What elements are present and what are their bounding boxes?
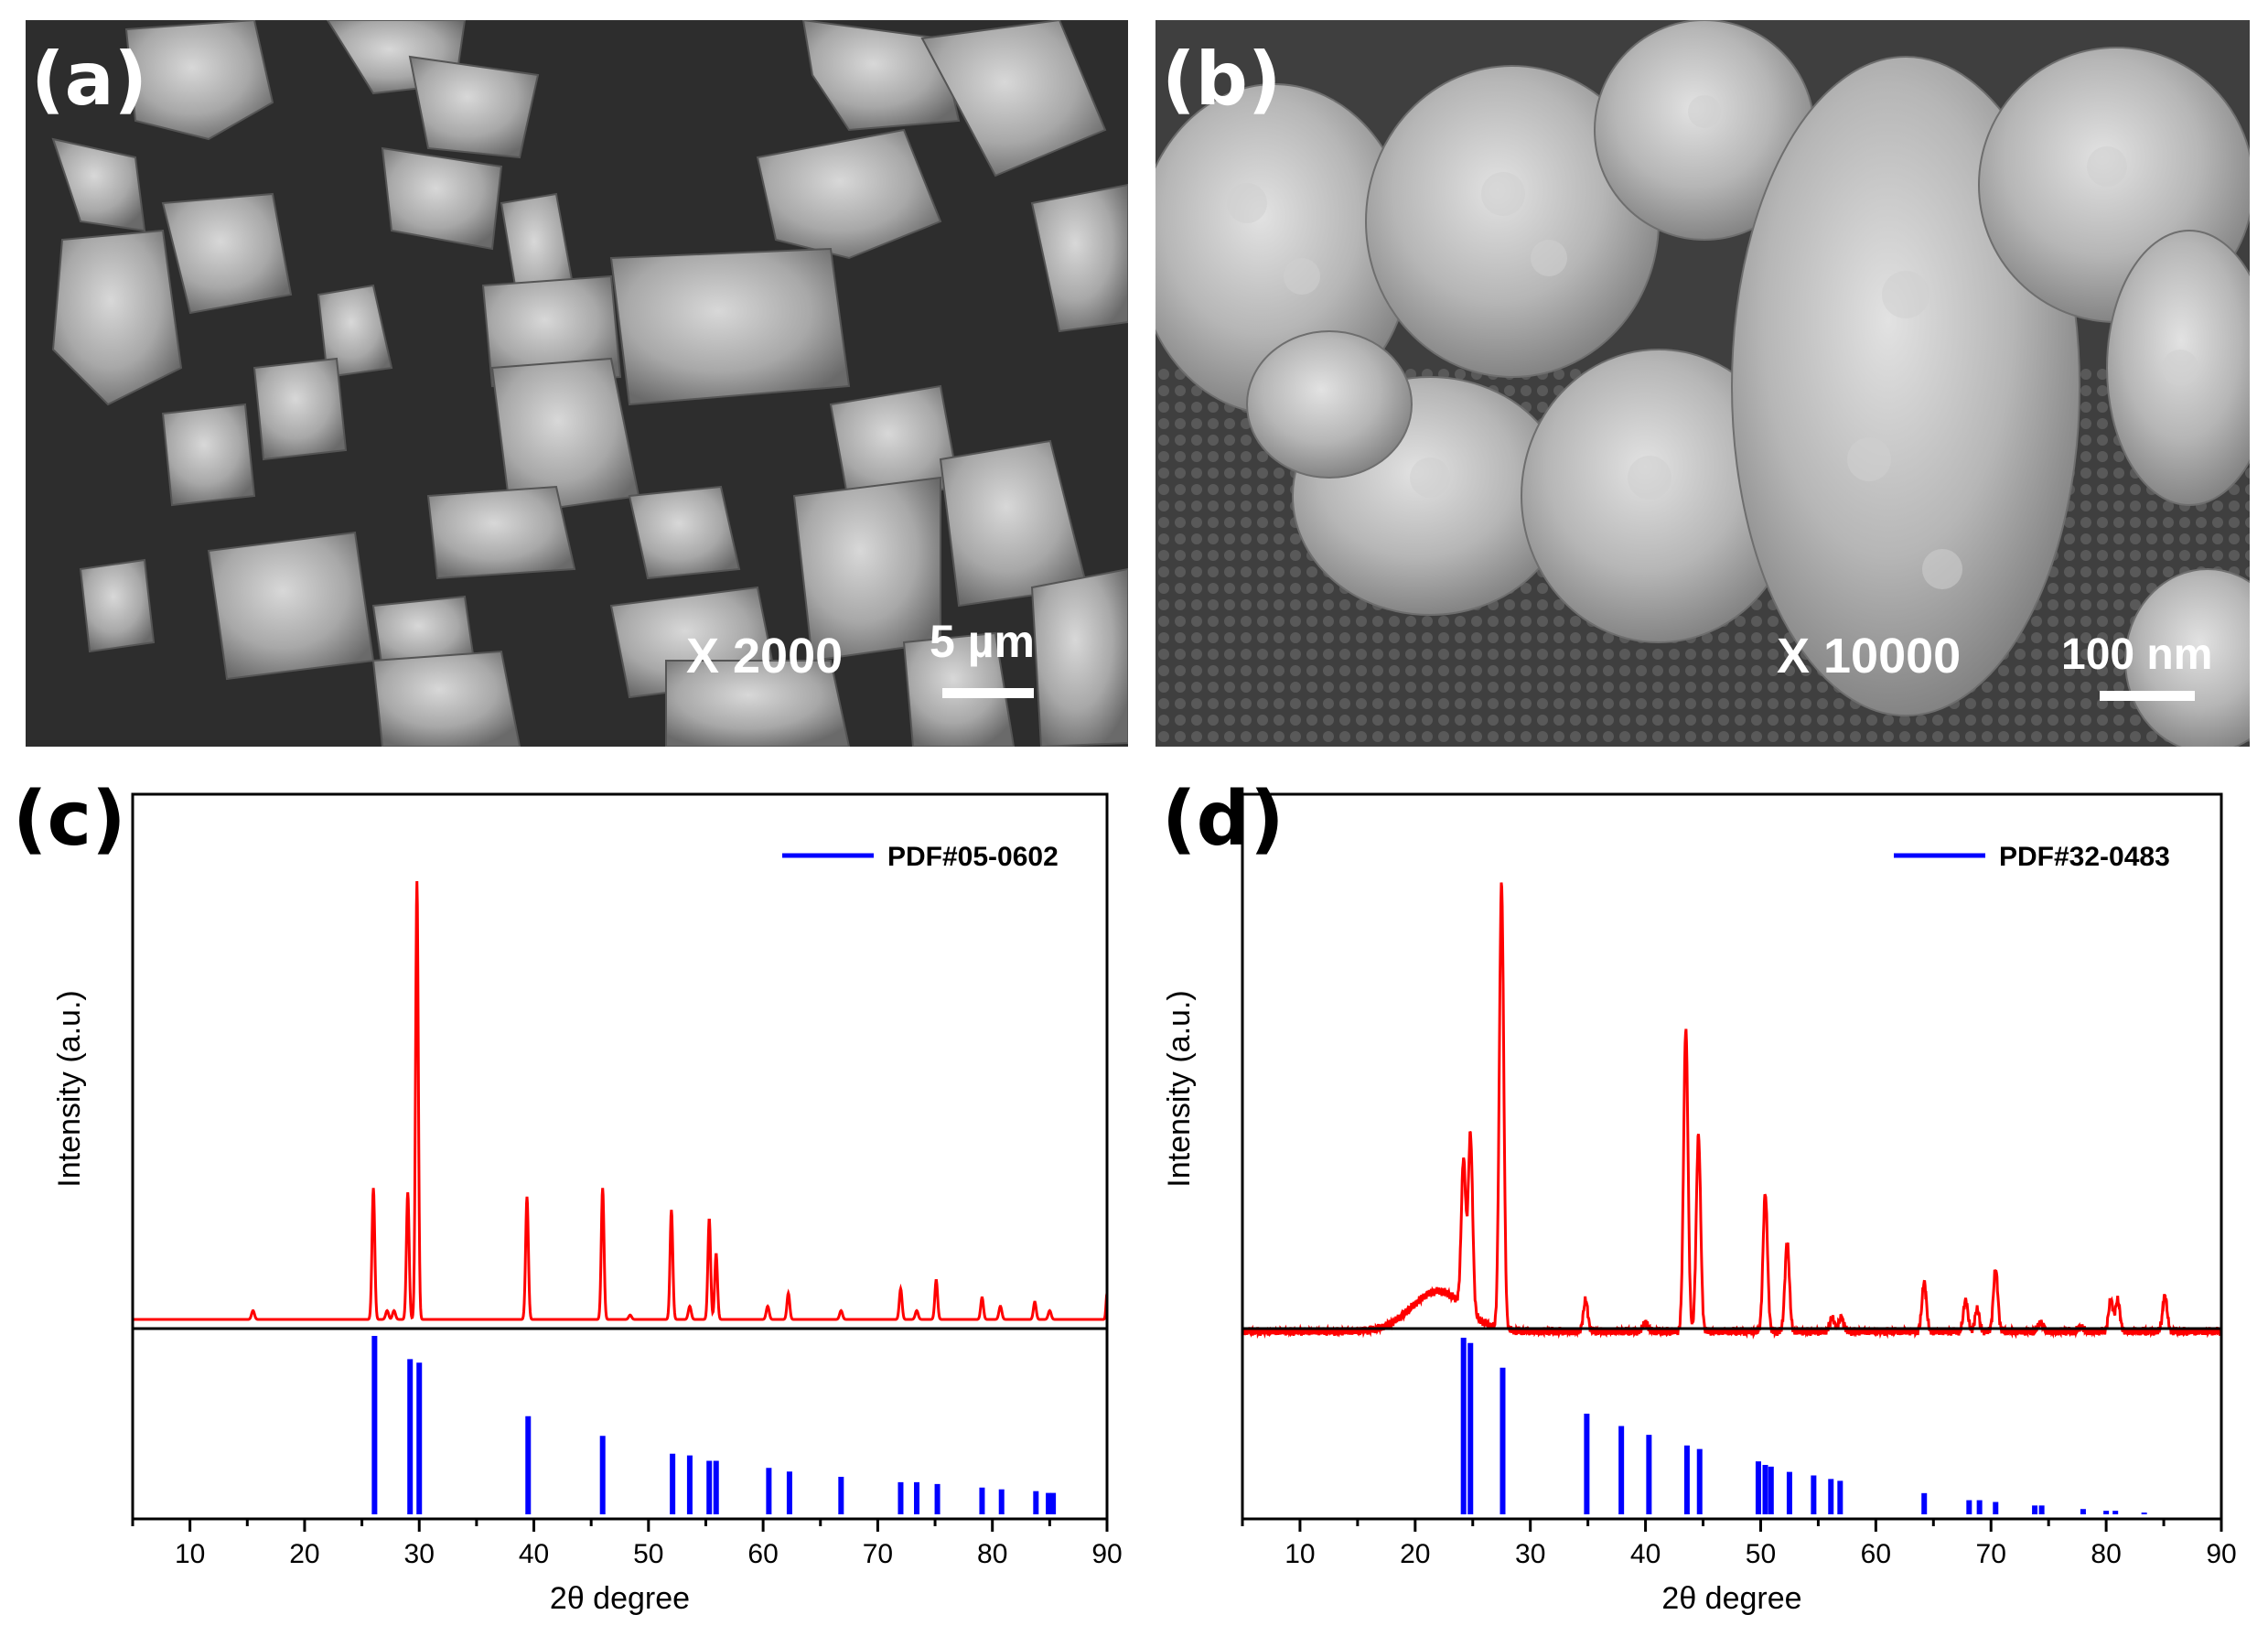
scale-bar-b — [2100, 691, 2195, 701]
x-axis-label: 2θ degree — [550, 1581, 690, 1616]
x-tick-label: 90 — [2206, 1539, 2236, 1569]
legend-label: PDF#32-0483 — [1999, 842, 2170, 872]
sem-image-b — [1155, 20, 2250, 747]
scale-bar-a — [942, 688, 1034, 698]
x-tick-label: 20 — [289, 1539, 319, 1569]
x-tick-label: 20 — [1400, 1539, 1430, 1569]
x-tick-label: 90 — [1091, 1539, 1122, 1569]
xrd-chart-c: 10 20 30 40 50 60 70 80 90 2θ degree Intensity (a.… — [52, 792, 1123, 1616]
xrd-pattern-line-d — [1241, 882, 2222, 1340]
scale-bar-label-a: 5 µm — [930, 616, 1035, 667]
xrd-chart-d: 10 20 30 40 50 60 70 80 90 2θ degree Intensity (a.… — [1162, 792, 2237, 1616]
panel-label-c: (c) — [13, 776, 126, 863]
panel-label-d: (d) — [1162, 776, 1284, 863]
panel-label-b: (b) — [1162, 37, 1282, 122]
panel-label-a: (a) — [31, 37, 148, 122]
y-axis-label: Intensity (a.u.) — [1162, 990, 1197, 1187]
x-tick-label: 50 — [633, 1539, 663, 1569]
magnification-label-b: X 10000 — [1777, 629, 1962, 684]
x-tick-label: 40 — [1630, 1539, 1661, 1569]
x-tick-label: 60 — [1861, 1539, 1891, 1569]
x-tick-label: 50 — [1746, 1539, 1776, 1569]
x-tick-label: 10 — [1284, 1539, 1315, 1569]
x-tick-label: 70 — [863, 1539, 893, 1569]
y-axis-label: Intensity (a.u.) — [52, 990, 87, 1187]
magnification-label-a: X 2000 — [686, 629, 844, 684]
scale-bar-label-b: 100 nm — [2061, 630, 2213, 679]
x-tick-label: 30 — [1515, 1539, 1545, 1569]
plot-frame-c — [131, 792, 1109, 1521]
x-tick-label: 70 — [1976, 1539, 2006, 1569]
x-tick-label: 30 — [404, 1539, 435, 1569]
x-tick-label: 40 — [519, 1539, 549, 1569]
xrd-pattern-line-c — [133, 880, 1109, 1321]
x-tick-label: 60 — [747, 1539, 778, 1569]
sem-image-a-particles — [26, 20, 1128, 747]
x-tick-label: 80 — [2091, 1539, 2121, 1569]
legend-label: PDF#05-0602 — [887, 842, 1059, 872]
x-axis-label: 2θ degree — [1661, 1581, 1801, 1616]
sem-image-b-agglomerates — [1155, 20, 2250, 747]
sem-image-a — [26, 20, 1128, 747]
x-tick-label: 80 — [977, 1539, 1007, 1569]
plot-frame-d — [1241, 792, 2223, 1521]
x-tick-label: 10 — [175, 1539, 205, 1569]
